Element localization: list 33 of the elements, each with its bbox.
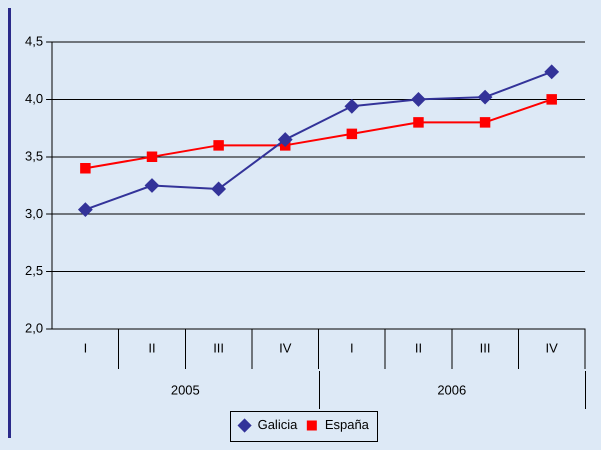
x-tick-label: II <box>148 340 156 356</box>
point <box>478 90 492 104</box>
point <box>80 163 91 174</box>
point <box>278 132 292 147</box>
point <box>544 64 559 79</box>
x-tick-label: IV <box>279 340 292 356</box>
x-tick-label: II <box>414 340 422 356</box>
x-tick-label: I <box>84 340 88 356</box>
x-tick-label: III <box>480 340 490 356</box>
text: 2006 <box>437 382 466 398</box>
text: 2005 <box>170 382 200 398</box>
y-tick-label: 3,5 <box>24 148 44 164</box>
point <box>346 128 358 140</box>
point <box>413 117 424 128</box>
legend-label: Galicia <box>258 417 298 432</box>
y-tick-label: 4,5 <box>24 34 44 49</box>
point <box>78 202 92 217</box>
y-tick-label: 2,0 <box>24 320 44 336</box>
x-tick-label: III <box>213 340 224 356</box>
point <box>546 94 557 105</box>
point <box>212 182 226 196</box>
point <box>411 92 426 106</box>
legend-label: España <box>324 417 370 432</box>
point <box>344 99 359 114</box>
point <box>146 152 158 162</box>
point <box>144 178 159 192</box>
point <box>213 140 224 151</box>
y-tick-label: 3,0 <box>24 206 44 221</box>
y-tick-label: 4,0 <box>24 90 44 106</box>
point <box>480 117 490 128</box>
x-tick-label: I <box>350 340 354 356</box>
x-tick-label: IV <box>546 340 558 356</box>
y-tick-label: 2,5 <box>24 263 44 278</box>
